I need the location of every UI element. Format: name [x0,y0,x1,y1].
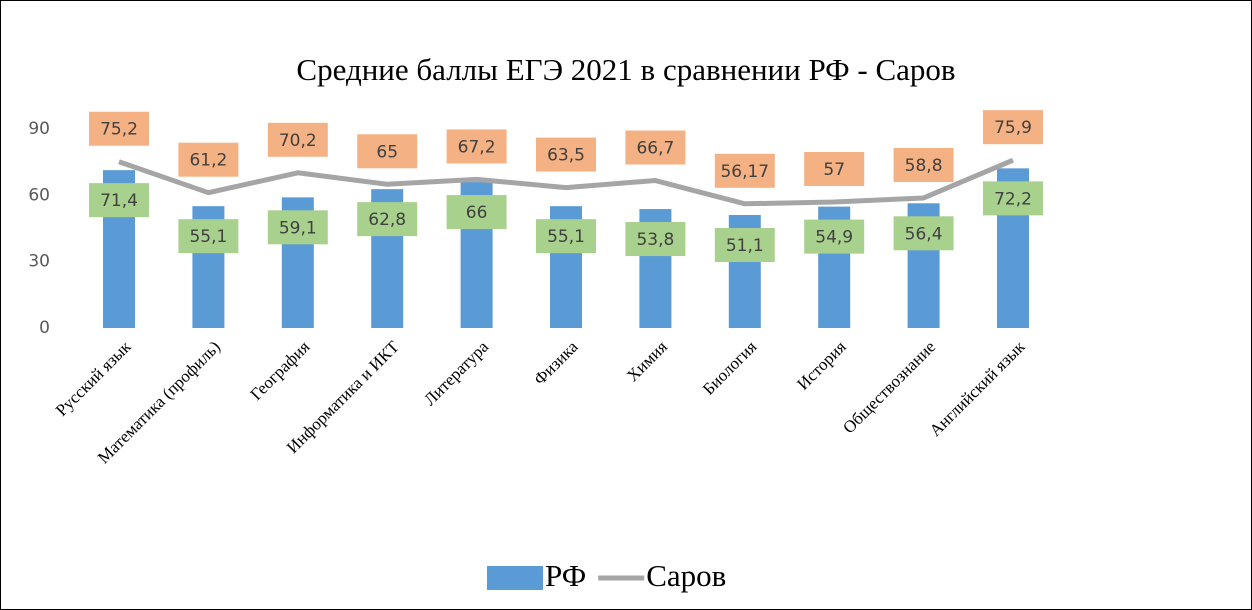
data-label-box [536,219,596,254]
legend-swatch [487,566,543,590]
data-label-box [89,111,149,146]
data-label: 55,1 [547,227,585,247]
chart-title: Средние баллы ЕГЭ 2021 в сравнении РФ - … [296,52,955,87]
data-label-box [714,228,775,263]
data-label: 56,4 [905,224,943,244]
data-label-box [89,183,149,218]
data-label: 65 [376,142,398,162]
data-label: 70,2 [279,131,317,151]
data-label-box [536,137,596,172]
line [118,157,1014,207]
data-label-box [625,130,686,165]
data-label-box [267,122,328,157]
data-label: 63,5 [547,146,585,166]
data-label: 71,4 [100,191,138,211]
data-label-box [804,219,865,254]
data-label-box [178,142,239,177]
data-label-box [983,110,1043,145]
data-label: 51,1 [726,236,764,256]
data-label-box [625,222,686,257]
data-label: 75,9 [994,118,1032,138]
data-label: 72,2 [994,189,1032,209]
data-label: 75,2 [100,120,138,140]
y-tick-label: 90 [28,119,50,139]
y-tick-label: 0 [39,318,50,338]
data-label-box [446,195,507,230]
data-label-box [804,151,865,186]
legend-label: Саров [646,558,726,593]
data-label: 67,2 [458,137,496,157]
y-tick-label: 30 [28,252,50,272]
data-label-box [178,219,239,254]
data-label: 58,8 [905,156,943,176]
data-label: 53,8 [636,230,674,250]
data-label-box [357,134,418,169]
data-label: 54,9 [815,228,853,248]
data-label: 57 [823,160,845,180]
data-label: 56,17 [720,162,769,182]
data-label: 59,1 [279,218,317,238]
data-label-box [357,202,418,237]
data-label: 55,1 [189,227,227,247]
data-label: 61,2 [189,151,227,171]
data-label-box [714,153,775,188]
data-label-box [446,129,507,164]
data-label-box [267,210,328,245]
data-label: 66 [466,203,488,223]
data-label: 62,8 [368,210,406,230]
data-label-box [893,147,954,182]
data-label-box [893,216,954,251]
legend-label: РФ [545,558,586,593]
data-label: 66,7 [636,139,674,159]
data-label-box [983,181,1043,216]
y-tick-label: 60 [28,185,50,205]
